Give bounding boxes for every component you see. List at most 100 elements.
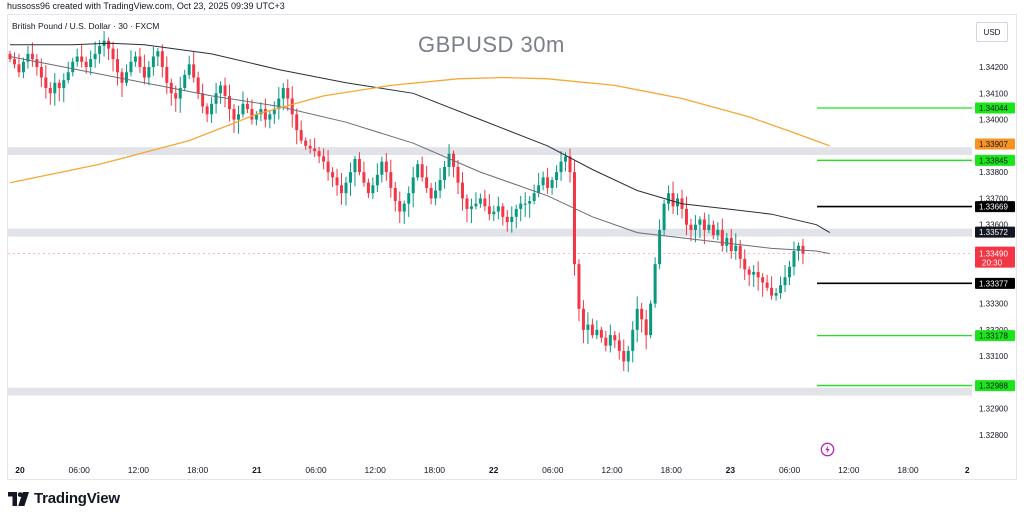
candle-body xyxy=(75,56,79,62)
sr-zone xyxy=(8,147,972,156)
candle-body xyxy=(335,177,339,186)
candle-body xyxy=(8,53,12,60)
candle-body xyxy=(420,164,424,178)
candle-body xyxy=(519,203,523,209)
candle-body xyxy=(30,53,34,60)
time-tick-label: 12:00 xyxy=(601,465,623,475)
candle-body xyxy=(66,72,70,81)
candle-body xyxy=(743,258,747,270)
candle-body xyxy=(644,319,648,336)
candle-body xyxy=(608,335,612,346)
candle-body xyxy=(245,103,249,110)
candle-body xyxy=(492,211,496,215)
candle-body xyxy=(487,206,491,215)
candle-body xyxy=(429,187,433,199)
candle-body xyxy=(738,245,742,259)
price-tags-layer: 1.34044 1.33845 1.33669 1.33377 1.33178 1.329… xyxy=(975,102,1015,392)
candle-body xyxy=(474,203,478,207)
candle-body xyxy=(48,88,52,94)
candle-body xyxy=(640,308,644,320)
time-tick-label: 12:00 xyxy=(128,465,150,475)
candle-body xyxy=(348,172,352,183)
candle-body xyxy=(268,114,272,120)
level-price-tag-label: 1.33178 xyxy=(979,332,1008,341)
sr-zone xyxy=(8,387,972,396)
lightning-bolt-icon[interactable] xyxy=(820,442,835,457)
time-tick-label: 06:00 xyxy=(542,465,564,475)
candle-body xyxy=(299,130,303,141)
candle-body xyxy=(711,224,715,236)
candle-body xyxy=(425,177,429,188)
candle-body xyxy=(501,206,505,217)
candle-body xyxy=(626,350,630,362)
candle-body xyxy=(241,103,245,115)
candle-body xyxy=(635,308,639,330)
candle-body xyxy=(599,329,603,338)
candle-body xyxy=(174,93,178,99)
candle-body xyxy=(111,48,115,60)
candle-body xyxy=(559,161,563,173)
level-price-tag-bg xyxy=(975,277,1015,289)
time-tick-label: 23 xyxy=(726,465,736,475)
currency-button[interactable]: USD xyxy=(976,22,1008,42)
candle-body xyxy=(107,40,111,49)
level-price-tag-bg xyxy=(975,330,1015,342)
candle-body xyxy=(613,335,617,341)
candle-body xyxy=(788,266,792,278)
candle-body xyxy=(187,64,191,75)
candle-body xyxy=(98,45,102,54)
candle-body xyxy=(568,156,572,173)
candle-body xyxy=(142,67,146,78)
candle-body xyxy=(729,237,733,251)
candle-body xyxy=(326,161,330,173)
candle-body xyxy=(228,95,232,110)
candle-body xyxy=(510,216,514,223)
candle-body xyxy=(604,337,608,346)
candle-body xyxy=(693,224,697,230)
ema-layer xyxy=(9,42,831,255)
time-axis: 20 06:00 12:00 18:00 21 06:00 12:00 18:00 22 06:0… xyxy=(15,465,970,475)
candle-body xyxy=(12,59,16,65)
candle-body xyxy=(371,185,375,194)
price-tick-label: 1.33100 xyxy=(979,352,1008,361)
candle-body xyxy=(546,177,550,188)
candle-body xyxy=(201,93,205,107)
levels-layer xyxy=(8,107,972,387)
candle-body xyxy=(362,172,366,183)
candle-body xyxy=(523,203,527,205)
candle-body xyxy=(317,151,321,157)
candle-body xyxy=(384,161,388,173)
candle-body xyxy=(286,88,290,99)
brand-name: TradingView xyxy=(34,490,120,507)
candle-body xyxy=(411,177,415,194)
candle-body xyxy=(689,224,693,230)
time-tick-label: 18:00 xyxy=(897,465,919,475)
candle-body xyxy=(124,72,128,83)
tradingview-logo-icon xyxy=(8,491,29,506)
candle-body xyxy=(17,64,21,73)
candle-body xyxy=(366,182,370,194)
candle-body xyxy=(631,329,635,351)
level-price-tag-bg xyxy=(975,102,1015,114)
candle-body xyxy=(671,193,675,207)
candle-body xyxy=(581,308,585,330)
candle-body xyxy=(254,114,258,120)
candle-body xyxy=(555,172,559,181)
candle-body xyxy=(322,156,326,162)
tradingview-logo[interactable]: TradingView xyxy=(8,490,120,507)
candle-body xyxy=(57,82,61,89)
candle-body xyxy=(514,208,518,217)
time-tick-label: 18:00 xyxy=(424,465,446,475)
candle-body xyxy=(389,172,393,188)
price-tick-label: 1.34200 xyxy=(979,63,1008,72)
candle-body xyxy=(263,109,267,120)
candle-body xyxy=(26,53,30,62)
candle-body xyxy=(62,80,66,89)
time-tick-label: 21 xyxy=(252,465,262,475)
level-price-tag-label: 1.33845 xyxy=(979,156,1008,165)
ema-line xyxy=(9,76,831,184)
candle-body xyxy=(53,82,57,94)
candle-body xyxy=(774,293,778,296)
level-price-tag-bg xyxy=(975,380,1015,392)
